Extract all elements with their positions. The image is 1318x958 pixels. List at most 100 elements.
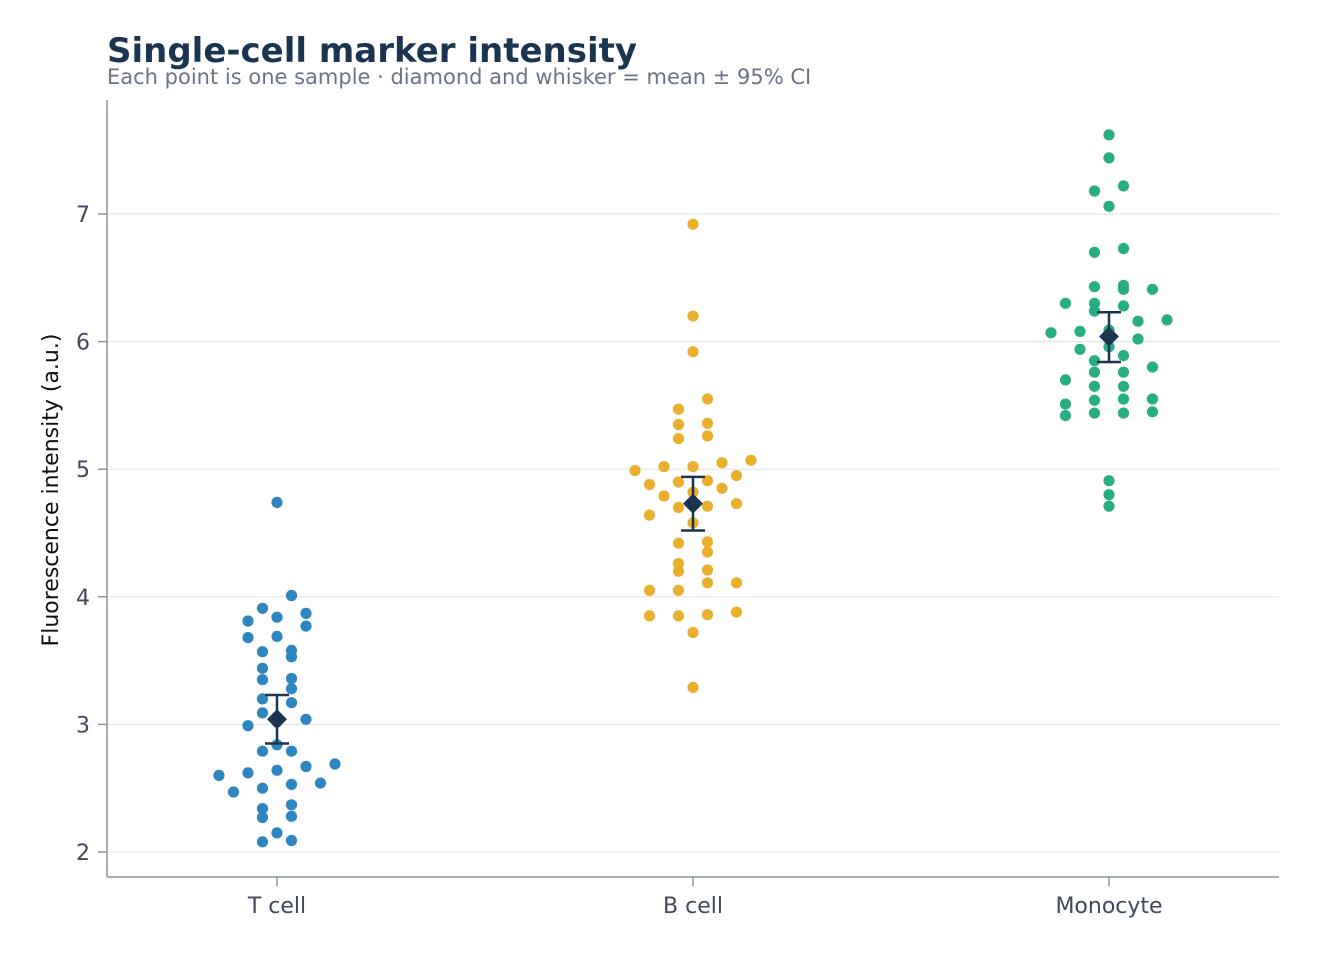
data-point xyxy=(687,310,699,322)
data-point xyxy=(1117,366,1130,378)
data-point xyxy=(672,418,685,431)
data-point xyxy=(1088,394,1101,406)
mean-diamond xyxy=(1099,326,1119,347)
data-point xyxy=(285,683,298,695)
data-point xyxy=(1117,242,1130,255)
data-point xyxy=(643,584,656,597)
data-point xyxy=(242,767,254,779)
data-point xyxy=(687,626,699,639)
data-point xyxy=(658,490,670,502)
data-point xyxy=(271,739,283,751)
data-point xyxy=(285,799,298,811)
data-point xyxy=(672,610,685,622)
mean-ci-markers xyxy=(265,311,1121,745)
data-point xyxy=(256,836,269,848)
data-point xyxy=(1088,246,1101,258)
data-point xyxy=(256,745,269,757)
data-point xyxy=(285,644,298,657)
chart-subtitle: Each point is one sample · diamond and w… xyxy=(107,65,812,89)
y-axis-label: Fluorescence intensity (a.u.) xyxy=(39,334,64,647)
data-point xyxy=(256,646,269,658)
data-point xyxy=(329,758,341,770)
data-point xyxy=(271,611,283,623)
data-point xyxy=(672,537,685,549)
data-point xyxy=(256,782,269,794)
data-point xyxy=(701,564,714,576)
data-point xyxy=(1059,297,1072,309)
y-tick-label: 4 xyxy=(76,586,90,611)
data-point xyxy=(1103,129,1115,141)
data-point xyxy=(1074,325,1086,337)
data-point xyxy=(1161,314,1173,326)
data-point xyxy=(1088,185,1101,197)
y-tick-label: 3 xyxy=(76,713,90,738)
data-point xyxy=(643,610,656,622)
data-point xyxy=(716,482,728,494)
data-point xyxy=(672,433,685,445)
data-point xyxy=(1117,279,1130,292)
x-tick-label: Monocyte xyxy=(1055,894,1162,919)
data-point xyxy=(629,464,641,477)
y-tick-label: 5 xyxy=(76,458,90,483)
data-point xyxy=(1103,152,1115,164)
data-point xyxy=(1117,350,1130,362)
data-point xyxy=(242,615,254,627)
x-tick-label: B cell xyxy=(663,894,723,919)
data-point xyxy=(672,501,685,514)
data-point xyxy=(285,672,298,685)
data-point xyxy=(213,769,225,782)
y-tick-label: 2 xyxy=(76,841,90,866)
data-point xyxy=(701,577,714,589)
data-point xyxy=(1103,500,1115,512)
data-point xyxy=(1059,398,1072,410)
data-point xyxy=(1088,355,1101,367)
data-point xyxy=(285,745,298,757)
data-point xyxy=(271,496,283,508)
data-point xyxy=(1103,475,1115,487)
data-point xyxy=(285,697,298,709)
mean-diamond xyxy=(267,709,287,730)
data-point xyxy=(687,681,699,694)
data-point xyxy=(1059,374,1072,386)
data-point xyxy=(701,546,714,558)
data-point xyxy=(285,810,298,822)
data-point xyxy=(300,620,312,632)
data-point xyxy=(643,478,656,491)
data-point xyxy=(256,662,269,674)
data-point xyxy=(271,827,283,839)
data-point xyxy=(242,720,254,732)
data-point xyxy=(256,811,269,824)
data-point xyxy=(285,589,298,602)
x-tick-label: T cell xyxy=(247,894,306,919)
data-point xyxy=(1132,333,1144,345)
data-point xyxy=(1117,180,1130,192)
data-point xyxy=(716,457,728,469)
axes: 2 3 4 5 6 7 T cell B cell Monocyte xyxy=(76,100,1279,919)
gridlines xyxy=(107,213,1279,853)
data-point xyxy=(256,707,269,719)
data-point xyxy=(730,577,743,589)
data-point xyxy=(1103,200,1115,212)
data-point xyxy=(1088,366,1101,378)
data-point xyxy=(285,834,298,847)
data-point xyxy=(643,509,656,521)
data-point xyxy=(1117,300,1130,312)
y-tick-label: 6 xyxy=(76,331,90,356)
data-point xyxy=(271,764,283,776)
data-point xyxy=(672,565,685,577)
data-point xyxy=(300,760,312,773)
data-point xyxy=(701,500,714,512)
mean-diamond xyxy=(683,493,703,514)
data-point xyxy=(1088,297,1101,309)
data-point xyxy=(672,558,685,570)
data-point xyxy=(658,461,670,473)
data-point xyxy=(1146,361,1159,373)
data-point xyxy=(300,713,312,725)
data-point xyxy=(285,778,298,791)
data-point xyxy=(701,536,714,548)
data-point xyxy=(256,803,269,815)
data-point xyxy=(745,454,757,466)
data-point xyxy=(1059,410,1072,422)
data-point xyxy=(1074,343,1086,355)
